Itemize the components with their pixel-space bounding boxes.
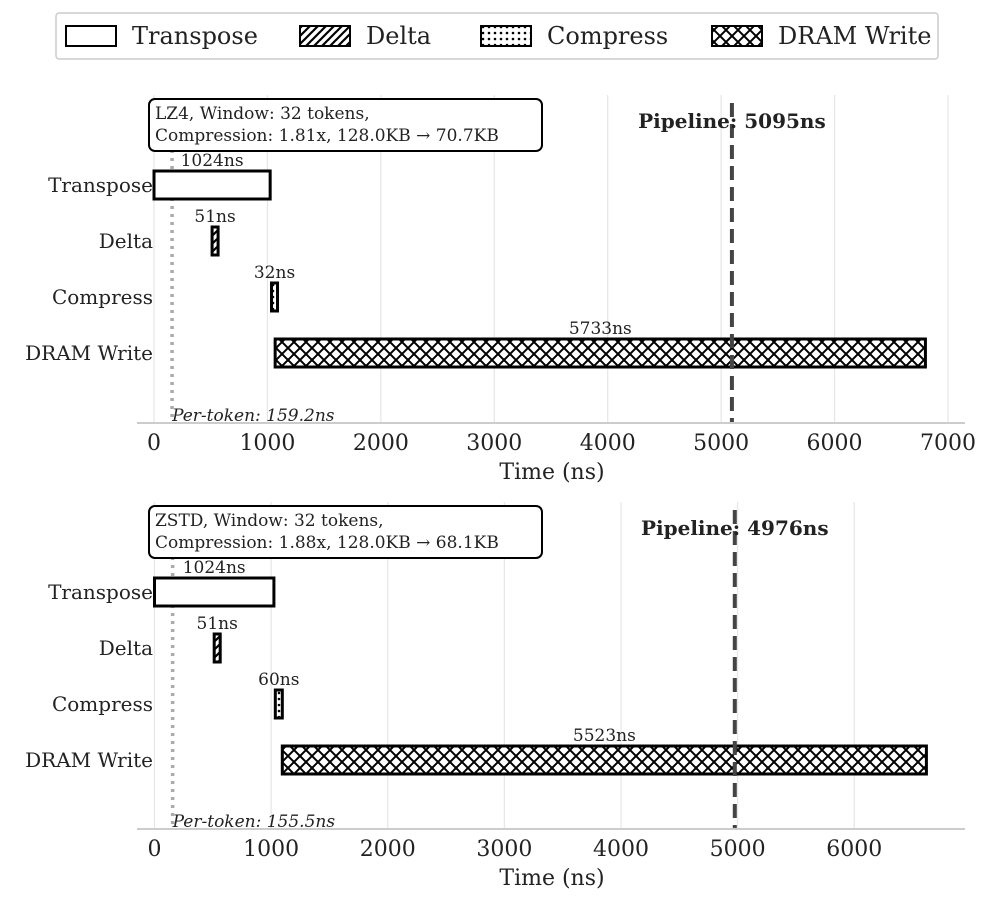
info-line-1: LZ4, Window: 32 tokens, (155, 104, 370, 124)
info-line-2: Compression: 1.81x, 128.0KB → 70.7KB (155, 126, 499, 146)
x-tick-label: 0 (147, 431, 161, 456)
x-tick-label: 3000 (476, 837, 532, 862)
per-token-label: Per-token: 159.2ns (171, 406, 335, 426)
category-label-transpose: Transpose (48, 173, 153, 197)
legend-swatch-compress (480, 25, 532, 47)
bar-delta (212, 632, 222, 664)
duration-label-compress: 32ns (254, 263, 295, 283)
category-label-delta: Delta (99, 636, 153, 660)
info-line-1: ZSTD, Window: 32 tokens, (155, 511, 384, 531)
x-tick-label: 5000 (693, 431, 749, 456)
x-tick-label: 1000 (239, 431, 295, 456)
duration-label-transpose: 1024ns (181, 151, 244, 171)
legend-label-delta: Delta (366, 22, 431, 50)
chart-panel-2: 1024ns Transpose 51ns Delta 60ns Compress 5523… (25, 502, 965, 891)
bar-dram-write (280, 744, 928, 776)
info-line-2: Compression: 1.88x, 128.0KB → 68.1KB (155, 533, 499, 553)
category-label-transpose: Transpose (48, 580, 153, 604)
x-tick-label: 3000 (466, 431, 522, 456)
duration-label-dram-write: 5733ns (569, 319, 632, 339)
category-label-dram-write: DRAM Write (25, 341, 153, 365)
category-label-delta: Delta (99, 229, 153, 253)
x-tick-label: 0 (147, 837, 161, 862)
bar-transpose (152, 576, 276, 608)
per-token-label: Per-token: 155.5ns (172, 812, 336, 832)
x-tick-label: 4000 (593, 837, 649, 862)
category-label-compress: Compress (52, 692, 153, 716)
chart-panel-1: 1024ns Transpose 51ns Delta 32ns Compress 5733… (25, 95, 976, 485)
legend-swatch-dram-write (711, 25, 763, 47)
x-tick-label: 6000 (826, 837, 882, 862)
legend-label-transpose: Transpose (132, 22, 258, 50)
x-tick-label: 1000 (243, 837, 299, 862)
category-label-dram-write: DRAM Write (25, 748, 153, 772)
chart-panels: 1024ns Transpose 51ns Delta 32ns Compress 5733… (25, 95, 976, 891)
legend-label-compress: Compress (547, 22, 668, 50)
x-tick-label: 5000 (710, 837, 766, 862)
bar-compress (270, 281, 280, 313)
duration-label-compress: 60ns (258, 670, 299, 690)
legend-swatch-delta (299, 25, 351, 47)
duration-label-delta: 51ns (194, 207, 235, 227)
x-tick-label: 2000 (353, 431, 409, 456)
info-box (148, 98, 543, 152)
info-box (148, 505, 543, 559)
duration-label-delta: 51ns (197, 614, 238, 634)
x-axis-title: Time (ns) (499, 460, 604, 485)
pipeline-label: Pipeline: 5095ns (638, 109, 826, 133)
category-label-compress: Compress (52, 285, 153, 309)
x-axis-title: Time (ns) (499, 866, 604, 891)
x-tick-label: 2000 (360, 837, 416, 862)
x-tick-label: 7000 (920, 431, 976, 456)
x-tick-label: 6000 (807, 431, 863, 456)
x-tick-label: 4000 (580, 431, 636, 456)
bar-dram-write (273, 337, 927, 369)
bar-transpose (152, 169, 272, 201)
duration-label-transpose: 1024ns (183, 558, 246, 578)
bar-compress (273, 688, 284, 720)
pipeline-label: Pipeline: 4976ns (641, 516, 829, 540)
bar-delta (210, 225, 220, 257)
legend: Transpose Delta Compress DRAM Write (55, 12, 939, 60)
legend-swatch-transpose (65, 25, 117, 47)
legend-label-dram-write: DRAM Write (778, 22, 931, 50)
duration-label-dram-write: 5523ns (573, 726, 636, 746)
